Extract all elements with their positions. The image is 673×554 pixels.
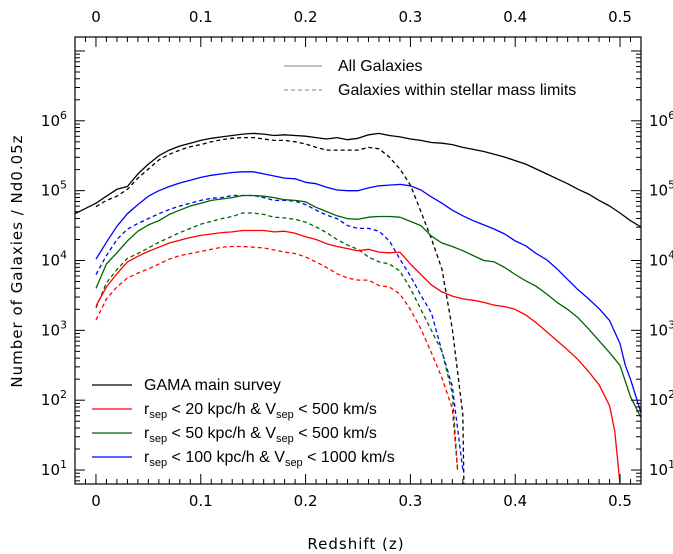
y-tick-label-right: 103 (649, 318, 673, 339)
x-tick-label-bottom: 0.1 (189, 492, 213, 510)
y-tick-label-right: 101 (649, 458, 673, 479)
y-axis-label: Number of Galaxies / Nd0.05z (8, 134, 26, 387)
series-line-5 (95, 212, 459, 471)
x-tick-label-bottom: 0.4 (503, 492, 527, 510)
y-tick-label-left: 106 (41, 109, 67, 130)
y-tick-label-left: 101 (41, 458, 67, 479)
x-axis-label: Redshift (z) (307, 535, 404, 553)
series-line-6 (95, 229, 621, 484)
x-tick-label-top: 0.5 (608, 8, 632, 26)
legend-line-style: All Galaxies Galaxies within stellar mass… (284, 58, 576, 99)
chart-axes: 0 0 0.1 0.1 0.2 0.2 0.3 0.3 0.4 0.4 0.5 0.5 101 101 10… (41, 8, 673, 510)
x-tick-label-top: 0.1 (189, 8, 213, 26)
chart-curves (75, 132, 641, 484)
y-tick-label-right: 106 (649, 109, 673, 130)
x-tick-label-bottom: 0.3 (398, 492, 422, 510)
legend-style-label: All Galaxies (338, 58, 422, 75)
series-line-1 (95, 136, 465, 484)
y-tick-label-left: 105 (41, 179, 67, 200)
y-tick-label-right: 104 (649, 249, 673, 270)
series-line-3 (95, 194, 464, 471)
legend-sample-label: GAMA main survey (144, 377, 281, 394)
y-tick-label-left: 104 (41, 249, 67, 270)
series-line-2 (95, 171, 641, 413)
legend-sample: GAMA main survey rsep < 20 kpc/h & Vsep <… (92, 377, 395, 469)
legend-sample-label: rsep < 20 kpc/h & Vsep < 500 km/s (144, 401, 377, 421)
y-tick-label-left: 103 (41, 318, 67, 339)
series-line-4 (95, 194, 641, 418)
series-line-0 (75, 132, 641, 228)
x-tick-label-bottom: 0.2 (294, 492, 318, 510)
x-tick-label-bottom: 0.5 (608, 492, 632, 510)
x-tick-label-top: 0.4 (503, 8, 527, 26)
x-tick-label-top: 0.3 (398, 8, 422, 26)
y-tick-label-right: 105 (649, 179, 673, 200)
legend-sample-label: rsep < 50 kpc/h & Vsep < 500 km/s (144, 425, 377, 445)
y-tick-label-left: 102 (41, 388, 67, 409)
x-tick-label-bottom: 0 (91, 492, 101, 510)
x-tick-label-top: 0.2 (294, 8, 318, 26)
x-tick-label-top: 0 (91, 8, 101, 26)
series-line-7 (95, 245, 459, 471)
legend-sample-label: rsep < 100 kpc/h & Vsep < 1000 km/s (144, 449, 395, 469)
y-tick-label-right: 102 (649, 388, 673, 409)
legend-style-label: Galaxies within stellar mass limits (338, 82, 576, 99)
